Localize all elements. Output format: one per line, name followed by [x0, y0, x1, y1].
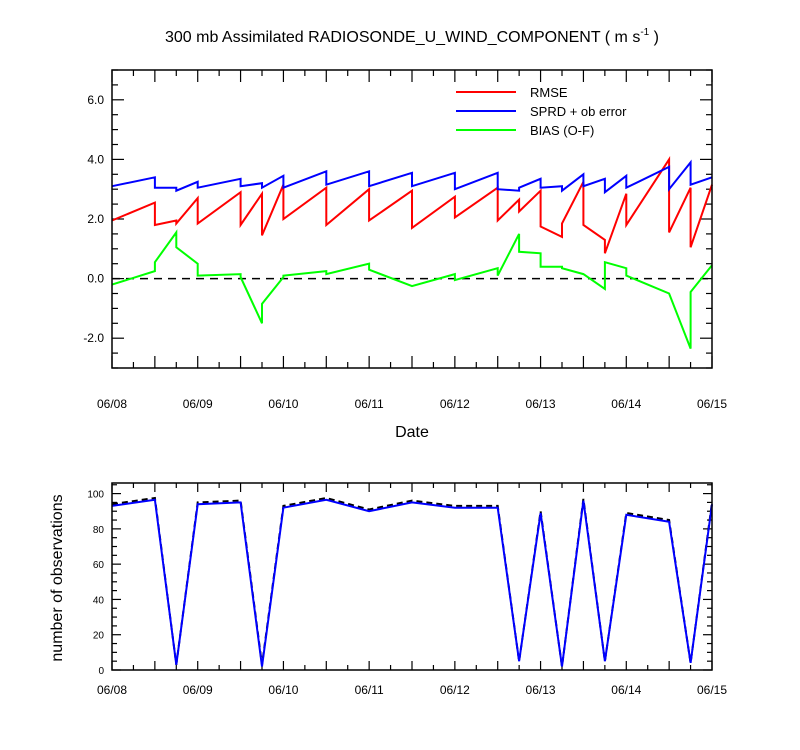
main-chart-frame [111, 69, 713, 369]
series-observations-possible [111, 496, 713, 667]
obs-y-tick-label: 60 [93, 560, 105, 571]
legend-label-sprd-ob-error: SPRD + ob error [530, 104, 627, 119]
series-observations-assimilated [111, 498, 713, 667]
obs-x-tick-label: 06/08 [97, 683, 127, 697]
main-chart: 06/08 06/09 06/10 06/11 06/12 06/13 06/14 06/15… [83, 69, 727, 441]
main-x-tick-label: 06/15 [697, 397, 727, 411]
obs-x-tick-label: 06/15 [697, 683, 727, 697]
observations-chart-series [111, 496, 713, 667]
main-chart-ticks: 06/08 06/09 06/10 06/11 06/12 06/13 06/14 06/15… [83, 69, 727, 411]
chart-title-superscript: -1 [640, 27, 649, 38]
observations-chart-frame [111, 482, 713, 671]
obs-y-tick-label: 0 [98, 666, 104, 677]
obs-x-tick-label: 06/13 [526, 683, 556, 697]
legend: RMSE SPRD + ob error BIAS (O-F) [456, 85, 627, 138]
main-x-tick-label: 06/09 [183, 397, 213, 411]
main-y-tick-label: 4.0 [87, 152, 104, 166]
series-sprd-ob-error [111, 159, 713, 195]
main-y-tick-label: -2.0 [83, 331, 104, 345]
main-x-tick-label: 06/12 [440, 397, 470, 411]
legend-label-rmse: RMSE [530, 85, 568, 100]
obs-y-tick-label: 40 [93, 595, 105, 606]
series-rmse [111, 156, 713, 254]
series-bias-o-f [111, 229, 713, 349]
obs-y-tick-label: 100 [87, 490, 104, 501]
main-x-tick-label: 06/08 [97, 397, 127, 411]
legend-label-bias-o-f: BIAS (O-F) [530, 123, 594, 138]
main-y-tick-label: 2.0 [87, 212, 104, 226]
main-y-tick-label: 6.0 [87, 93, 104, 107]
main-y-tick-label: 0.0 [87, 272, 104, 286]
main-x-tick-label: 06/11 [355, 397, 384, 411]
main-chart-series [111, 156, 713, 349]
obs-x-tick-label: 06/10 [268, 683, 298, 697]
main-x-tick-label: 06/14 [611, 397, 641, 411]
obs-x-tick-label: 06/14 [611, 683, 641, 697]
observations-chart: 06/08 06/09 06/10 06/11 06/12 06/13 06/14 06/15… [49, 482, 727, 697]
obs-y-tick-label: 20 [93, 631, 105, 642]
y-axis-title-observations: number of observations [49, 494, 66, 661]
main-x-tick-label: 06/10 [268, 397, 298, 411]
obs-x-tick-label: 06/09 [183, 683, 213, 697]
x-axis-title: Date [395, 424, 429, 441]
obs-y-tick-label: 80 [93, 525, 105, 536]
obs-x-tick-label: 06/12 [440, 683, 470, 697]
chart-title: 300 mb Assimilated RADIOSONDE_U_WIND_COM… [165, 27, 659, 46]
main-x-tick-label: 06/13 [526, 397, 556, 411]
obs-x-tick-label: 06/11 [355, 683, 384, 697]
